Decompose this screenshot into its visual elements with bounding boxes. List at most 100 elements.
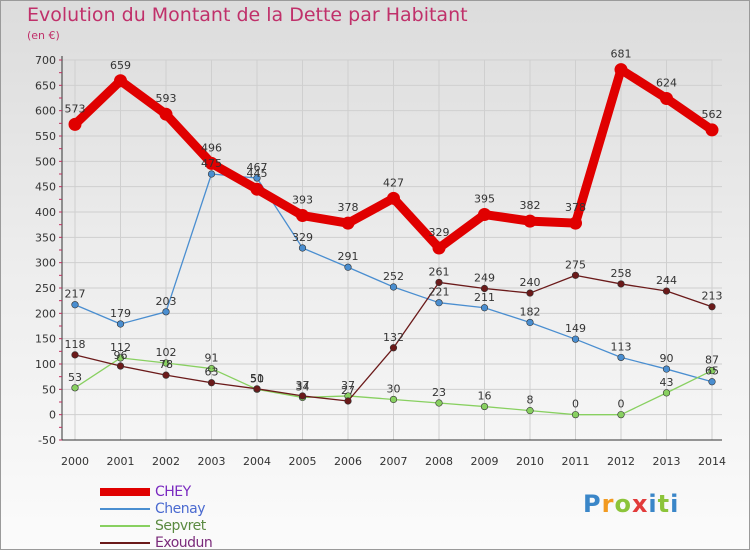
legend-label: Exoudun (155, 535, 213, 551)
data-point-exoudun (708, 303, 716, 311)
data-label-chey: 659 (110, 59, 131, 72)
data-point-chenay (617, 353, 625, 362)
y-tick-label: 200 (35, 307, 56, 320)
data-point-sepvret (389, 395, 398, 404)
logo-letter: i (648, 490, 658, 518)
data-label-sepvret: 0 (618, 398, 625, 411)
data-label-chey: 681 (611, 48, 632, 61)
data-point-exoudun (480, 284, 489, 293)
data-label-chey: 562 (702, 108, 723, 121)
data-point-chey (341, 216, 355, 230)
data-label-chey: 427 (383, 176, 404, 189)
data-label-sepvret: 43 (660, 376, 674, 389)
data-label-chenay: 467 (247, 161, 268, 174)
data-label-chey: 445 (247, 167, 268, 180)
data-point-exoudun (389, 344, 398, 352)
data-label-sepvret: 23 (432, 386, 446, 399)
proxiti-logo: Proxiti (583, 490, 679, 518)
data-point-chenay (435, 299, 443, 307)
data-label-chenay: 252 (383, 270, 404, 283)
data-point-exoudun (571, 271, 580, 279)
data-label-exoudun: 27 (341, 384, 355, 397)
data-point-chey (614, 63, 628, 77)
data-point-exoudun (662, 287, 671, 295)
x-tick-label: 2013 (653, 455, 681, 468)
data-label-exoudun: 37 (296, 379, 310, 392)
data-point-chey (569, 216, 582, 230)
logo-letter: x (631, 490, 649, 518)
data-point-exoudun (207, 379, 216, 387)
data-label-sepvret: 50 (250, 372, 264, 385)
data-point-exoudun (526, 289, 534, 297)
data-point-chey (296, 209, 309, 223)
data-point-sepvret (526, 407, 534, 415)
data-label-chey: 378 (338, 201, 359, 214)
data-label-exoudun: 78 (159, 358, 173, 371)
x-tick-label: 2014 (698, 455, 726, 468)
data-point-chenay (344, 263, 352, 271)
x-tick-label: 2008 (425, 455, 453, 468)
data-point-chenay (207, 170, 216, 178)
x-tick-label: 2006 (334, 455, 362, 468)
legend-swatch (100, 525, 150, 527)
logo-letter: o (614, 490, 632, 518)
data-point-sepvret (617, 411, 625, 419)
logo-letter: t (657, 490, 671, 518)
y-tick-label: 550 (35, 130, 56, 143)
y-tick-label: 650 (35, 79, 56, 92)
series-lines (68, 63, 719, 419)
y-tick-label: 100 (35, 358, 56, 371)
legend-swatch (100, 508, 150, 510)
chart-title: Evolution du Montant de la Dette par Hab… (27, 4, 468, 26)
data-point-chenay (708, 378, 716, 386)
data-label-sepvret: 53 (68, 371, 82, 384)
data-label-sepvret: 34 (296, 380, 310, 393)
data-point-exoudun (298, 392, 307, 400)
data-point-chenay (162, 308, 170, 316)
data-label-chenay: 113 (611, 340, 632, 353)
data-point-chey (387, 191, 400, 205)
chart-unit-label: (en €) (27, 29, 60, 42)
legend-label: CHEY (155, 484, 191, 500)
data-label-chenay: 149 (565, 322, 586, 335)
x-tick-label: 2000 (61, 455, 89, 468)
data-label-exoudun: 258 (611, 267, 632, 280)
data-label-exoudun: 261 (429, 265, 450, 278)
data-label-sepvret: 112 (110, 341, 131, 354)
logo-letter: i (670, 490, 680, 518)
x-tick-label: 2001 (107, 455, 135, 468)
data-point-chey (523, 214, 537, 228)
y-tick-label: 350 (35, 231, 56, 244)
data-label-chey: 378 (565, 201, 586, 214)
x-tick-label: 2012 (607, 455, 635, 468)
x-tick-label: 2011 (562, 455, 590, 468)
legend-label: Sepvret (155, 518, 206, 534)
data-point-exoudun (435, 278, 443, 287)
data-label-exoudun: 213 (702, 290, 723, 303)
data-label-exoudun: 96 (114, 349, 128, 362)
y-tick-label: 250 (35, 282, 56, 295)
data-label-chenay: 90 (660, 352, 674, 365)
data-point-chenay (389, 283, 398, 291)
data-point-sepvret (662, 389, 671, 397)
data-point-exoudun (344, 397, 352, 405)
data-label-chenay: 217 (65, 288, 86, 301)
data-point-exoudun (162, 371, 170, 379)
data-label-sepvret: 37 (341, 379, 355, 392)
data-label-chenay: 221 (429, 286, 450, 299)
data-label-chenay: 475 (201, 157, 222, 170)
data-point-exoudun (253, 385, 261, 393)
data-label-chey: 329 (429, 226, 450, 239)
y-tick-label: 450 (35, 181, 56, 194)
data-label-exoudun: 118 (65, 338, 86, 351)
data-label-exoudun: 249 (474, 272, 495, 285)
data-label-chey: 496 (201, 141, 222, 154)
data-label-exoudun: 240 (520, 276, 541, 289)
data-label-chey: 382 (520, 199, 541, 212)
y-tick-label: 700 (35, 54, 56, 67)
y-tick-label: 300 (35, 257, 56, 270)
data-point-chey (159, 107, 173, 121)
data-label-chenay: 182 (520, 305, 541, 318)
data-label-chenay: 329 (292, 231, 313, 244)
